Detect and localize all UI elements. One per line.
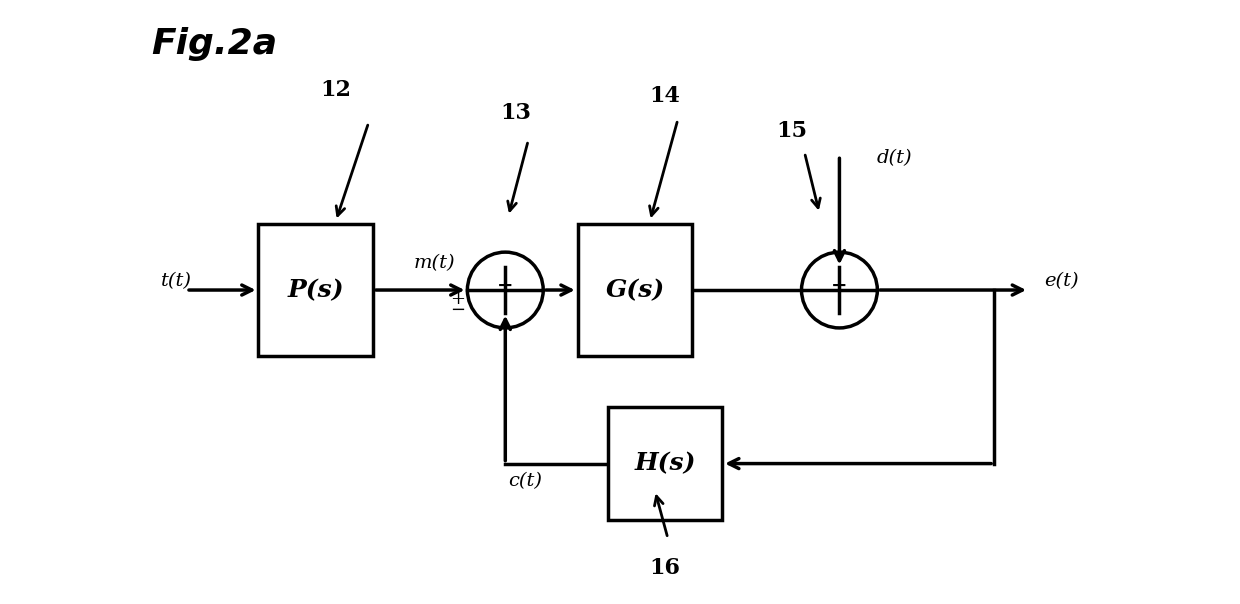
Text: c(t): c(t) (508, 472, 542, 490)
Text: Fig.2a: Fig.2a (151, 27, 278, 61)
Text: −: − (450, 301, 465, 319)
Text: G(s): G(s) (605, 278, 665, 302)
Circle shape (467, 252, 543, 328)
Text: 12: 12 (320, 79, 351, 100)
Text: P(s): P(s) (288, 278, 345, 302)
Text: 15: 15 (776, 120, 807, 143)
Text: +: + (450, 290, 465, 308)
Bar (608, 406, 722, 521)
Text: e(t): e(t) (1044, 272, 1079, 290)
Text: d(t): d(t) (877, 149, 913, 167)
Text: m(t): m(t) (414, 254, 455, 272)
Text: 13: 13 (500, 103, 531, 124)
Text: 14: 14 (650, 85, 681, 106)
Text: +: + (831, 277, 848, 295)
Text: +: + (497, 277, 513, 295)
Text: H(s): H(s) (634, 452, 696, 475)
Bar (258, 224, 373, 356)
Circle shape (801, 252, 878, 328)
Text: t(t): t(t) (161, 272, 192, 290)
Text: 16: 16 (650, 557, 681, 579)
Bar (578, 224, 692, 356)
